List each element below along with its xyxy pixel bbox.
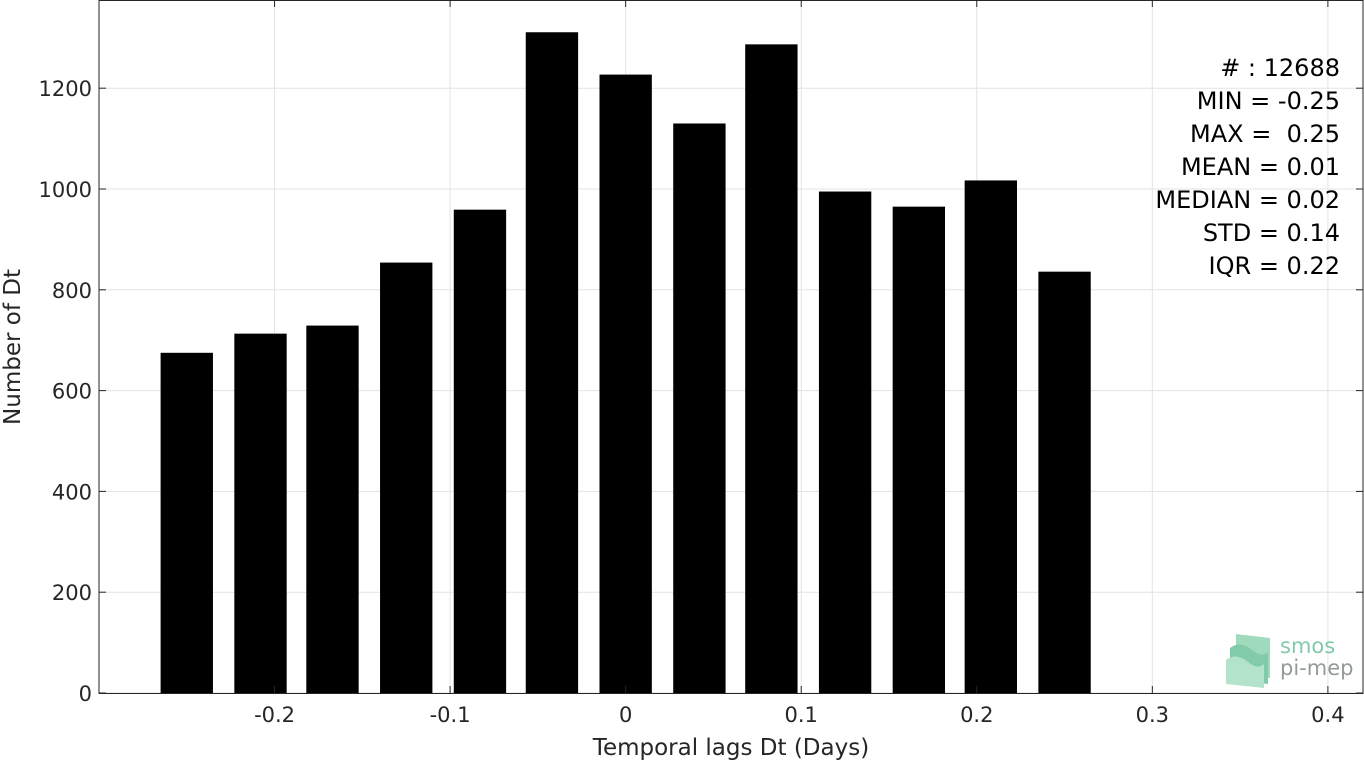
x-axis-label: Temporal lags Dt (Days) bbox=[592, 735, 869, 761]
bar bbox=[745, 44, 798, 694]
y-tick-label: 1200 bbox=[39, 77, 92, 101]
bar bbox=[818, 191, 872, 693]
bar bbox=[306, 325, 359, 693]
stat-std: STD = 0.14 bbox=[1203, 219, 1340, 247]
x-tick-label: 0.3 bbox=[1136, 703, 1169, 727]
stats-box: # : 12688 MIN = -0.25 MAX = 0.25 MEAN = … bbox=[1155, 54, 1340, 280]
y-axis-ticks: 0 200 400 600 800 1000 1200 bbox=[39, 77, 1363, 706]
stat-count: # : 12688 bbox=[1220, 54, 1340, 82]
y-tick-label: 1000 bbox=[39, 178, 92, 202]
stat-min: MIN = -0.25 bbox=[1197, 87, 1340, 115]
stat-mean: MEAN = 0.01 bbox=[1181, 153, 1340, 181]
bar bbox=[234, 333, 287, 693]
bar bbox=[453, 209, 507, 693]
bars bbox=[160, 32, 1091, 694]
plot-frame bbox=[98, 0, 1364, 694]
stat-iqr: IQR = 0.22 bbox=[1209, 252, 1340, 280]
bar bbox=[525, 32, 579, 694]
bar bbox=[673, 123, 726, 694]
bar bbox=[160, 352, 213, 693]
bar bbox=[892, 206, 946, 693]
x-tick-label: -0.2 bbox=[254, 703, 295, 727]
x-tick-label: 0.4 bbox=[1311, 703, 1344, 727]
x-tick-label: -0.1 bbox=[430, 703, 471, 727]
plot-background bbox=[99, 0, 1363, 693]
bar bbox=[964, 180, 1017, 693]
smos-pi-mep-logo: smos pi-mep bbox=[1226, 634, 1353, 688]
bar bbox=[599, 74, 652, 694]
logo-waves-icon bbox=[1226, 634, 1270, 688]
logo-text-pi-mep: pi-mep bbox=[1280, 656, 1353, 680]
bar bbox=[380, 262, 433, 693]
bar bbox=[1038, 271, 1091, 693]
y-tick-label: 600 bbox=[52, 380, 92, 404]
x-tick-label: 0.2 bbox=[960, 703, 993, 727]
stat-median: MEDIAN = 0.02 bbox=[1155, 186, 1340, 214]
x-tick-label: 0.1 bbox=[785, 703, 818, 727]
x-tick-label: 0 bbox=[619, 703, 632, 727]
logo-text-smos: smos bbox=[1280, 634, 1335, 658]
y-axis-label: Number of Dt bbox=[0, 269, 26, 425]
x-axis-ticks: -0.2 -0.1 0 0.1 0.2 0.3 0.4 bbox=[254, 0, 1345, 727]
y-tick-label: 400 bbox=[52, 480, 92, 504]
stat-max: MAX = 0.25 bbox=[1190, 120, 1340, 148]
y-tick-label: 0 bbox=[79, 682, 92, 706]
y-tick-label: 800 bbox=[52, 279, 92, 303]
y-tick-label: 200 bbox=[52, 581, 92, 605]
